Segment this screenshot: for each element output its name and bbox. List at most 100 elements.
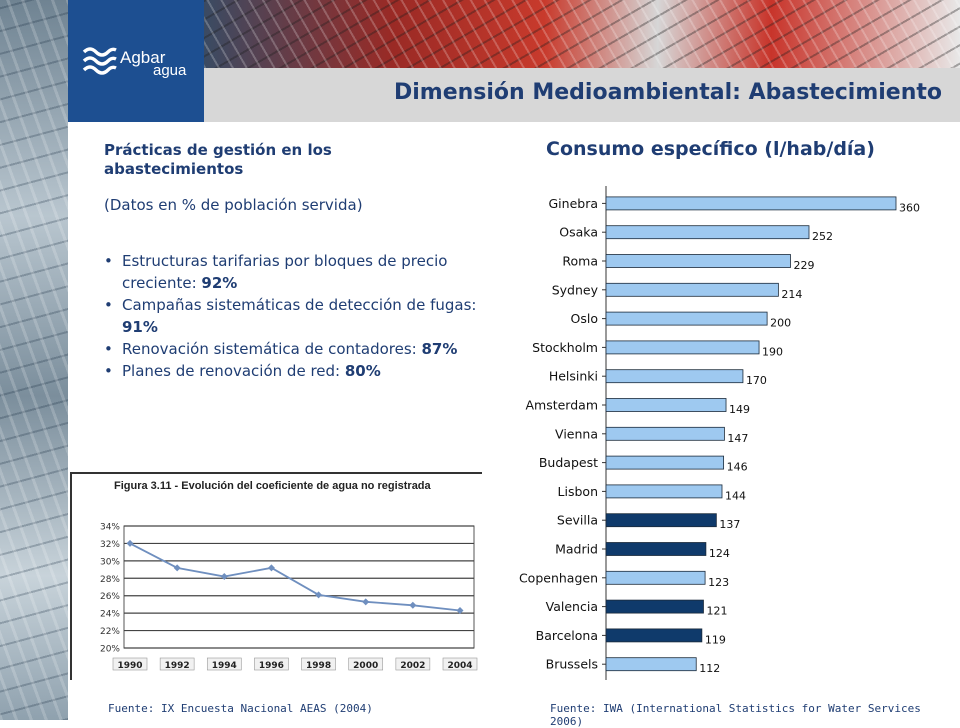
x-tick-box bbox=[348, 657, 384, 671]
series-line bbox=[129, 542, 461, 612]
bar-oslo bbox=[605, 311, 768, 326]
data-point bbox=[173, 564, 181, 572]
bar-chart-title: Consumo específico (l/hab/día) bbox=[546, 138, 875, 160]
data-label: 121 bbox=[706, 605, 727, 618]
data-point bbox=[315, 591, 323, 599]
list-item: • Campañas sistemáticas de detección de f… bbox=[104, 294, 484, 338]
practices-list: • Estructuras tarifarias por bloques de p… bbox=[104, 250, 484, 382]
data-point bbox=[456, 607, 464, 615]
bar-budapest bbox=[605, 455, 725, 470]
list-item: • Planes de renovación de red: 80% bbox=[104, 360, 484, 382]
data-label: 170 bbox=[746, 374, 767, 387]
bar-osaka bbox=[605, 225, 810, 240]
data-point bbox=[220, 573, 228, 581]
category-label: Oslo bbox=[571, 311, 598, 326]
section-subtitle: (Datos en % de población servida) bbox=[104, 196, 363, 214]
x-tick-label: 1996 bbox=[259, 661, 284, 671]
logo-word-agua: agua bbox=[153, 62, 187, 79]
data-label: 146 bbox=[727, 461, 748, 474]
bar-stockholm bbox=[605, 340, 760, 355]
x-tick-label: 2004 bbox=[447, 661, 472, 671]
y-tick-label: 20% bbox=[100, 645, 120, 655]
nrw-figure: Figura 3.11 - Evolución del coeficiente … bbox=[70, 472, 482, 680]
data-point bbox=[126, 539, 134, 547]
bar-copenhagen bbox=[605, 570, 706, 585]
category-label: Roma bbox=[562, 254, 598, 269]
data-label: 112 bbox=[699, 662, 720, 675]
x-tick-label: 2002 bbox=[400, 661, 425, 671]
bullet-icon: • bbox=[104, 252, 113, 270]
data-point bbox=[362, 598, 370, 606]
category-label: Stockholm bbox=[532, 340, 598, 355]
category-label: Brussels bbox=[546, 657, 598, 672]
list-item-text: Estructuras tarifarias por bloques de pr… bbox=[122, 252, 448, 292]
x-tick-label: 1992 bbox=[165, 661, 190, 671]
category-label: Osaka bbox=[559, 225, 598, 240]
list-item-text: Renovación sistemática de contadores: bbox=[122, 340, 422, 358]
bar-brussels bbox=[605, 657, 697, 672]
x-tick-label: 1994 bbox=[212, 661, 237, 671]
bullet-icon: • bbox=[104, 362, 113, 380]
data-point bbox=[409, 601, 417, 609]
source-left: Fuente: IX Encuesta Nacional AEAS (2004) bbox=[108, 702, 373, 715]
plot-area bbox=[123, 525, 475, 649]
category-label: Helsinki bbox=[549, 369, 598, 384]
y-tick-label: 30% bbox=[100, 557, 120, 567]
data-label: 200 bbox=[770, 317, 791, 330]
bar-barcelona bbox=[605, 628, 703, 643]
y-tick-label: 32% bbox=[100, 540, 120, 550]
x-tick-label: 1998 bbox=[306, 661, 331, 671]
category-label: Ginebra bbox=[548, 196, 598, 211]
section-title: Prácticas de gestión en los abastecimien… bbox=[104, 141, 332, 178]
list-item: • Renovación sistemática de contadores: 8… bbox=[104, 338, 484, 360]
decorative-facade-strip bbox=[0, 0, 68, 720]
x-tick-label: 1990 bbox=[117, 661, 142, 671]
y-tick-label: 22% bbox=[100, 627, 120, 637]
data-label: 144 bbox=[725, 489, 746, 502]
x-tick-box bbox=[395, 657, 431, 671]
category-label: Sevilla bbox=[557, 513, 598, 528]
figure-title: Figura 3.11 - Evolución del coeficiente … bbox=[114, 480, 431, 492]
consumption-bar-chart: Ginebra 360 Osaka 252 Roma 229 Sydney 214 Oslo 20… bbox=[519, 186, 920, 680]
source-right: Fuente: IWA (International Statistics fo… bbox=[550, 702, 921, 728]
bar-sevilla bbox=[605, 513, 717, 528]
list-item-value: 87% bbox=[421, 340, 458, 358]
bar-roma bbox=[605, 254, 791, 268]
list-item: • Estructuras tarifarias por bloques de p… bbox=[104, 250, 484, 294]
data-label: 252 bbox=[812, 230, 833, 243]
list-item-value: 92% bbox=[201, 274, 238, 292]
list-item-text: Planes de renovación de red: bbox=[122, 362, 345, 380]
data-label: 137 bbox=[719, 518, 740, 531]
bar-lisbon bbox=[605, 484, 723, 499]
bar-vienna bbox=[605, 426, 725, 441]
bar-helsinki bbox=[605, 369, 744, 384]
data-point bbox=[267, 564, 275, 572]
x-tick-box bbox=[442, 657, 478, 671]
list-item-text: Campañas sistemáticas de detección de fu… bbox=[122, 296, 477, 314]
bar-ginebra bbox=[605, 196, 897, 211]
category-label: Budapest bbox=[539, 455, 598, 470]
data-label: 119 bbox=[705, 633, 726, 646]
y-tick-label: 34% bbox=[100, 523, 120, 533]
x-tick-box bbox=[159, 657, 195, 671]
data-label: 124 bbox=[709, 547, 730, 560]
logo-word-agbar: Agbar bbox=[120, 48, 166, 67]
category-label: Vienna bbox=[555, 426, 598, 441]
category-label: Madrid bbox=[555, 542, 598, 557]
y-tick-label: 28% bbox=[100, 575, 120, 585]
data-label: 229 bbox=[793, 259, 814, 272]
x-tick-box bbox=[206, 657, 242, 671]
data-label: 123 bbox=[708, 576, 729, 589]
category-label: Sydney bbox=[552, 282, 599, 297]
x-tick-box bbox=[254, 657, 289, 671]
list-item-value: 91% bbox=[122, 318, 158, 336]
agbar-wave-icon bbox=[82, 47, 117, 75]
nrw-line-chart: 34% 32% 30% 28% 26% 24% 22% 20% 1990 1992 1994 1996… bbox=[100, 523, 478, 671]
title-bar: Dimensión Medioambiental: Abastecimiento bbox=[204, 68, 960, 122]
data-label: 147 bbox=[727, 432, 748, 445]
header-photo bbox=[204, 0, 960, 68]
data-label: 214 bbox=[781, 288, 802, 301]
data-label: 360 bbox=[899, 201, 920, 214]
page-title: Dimensión Medioambiental: Abastecimiento bbox=[393, 80, 942, 105]
x-tick-label: 2000 bbox=[353, 661, 378, 671]
